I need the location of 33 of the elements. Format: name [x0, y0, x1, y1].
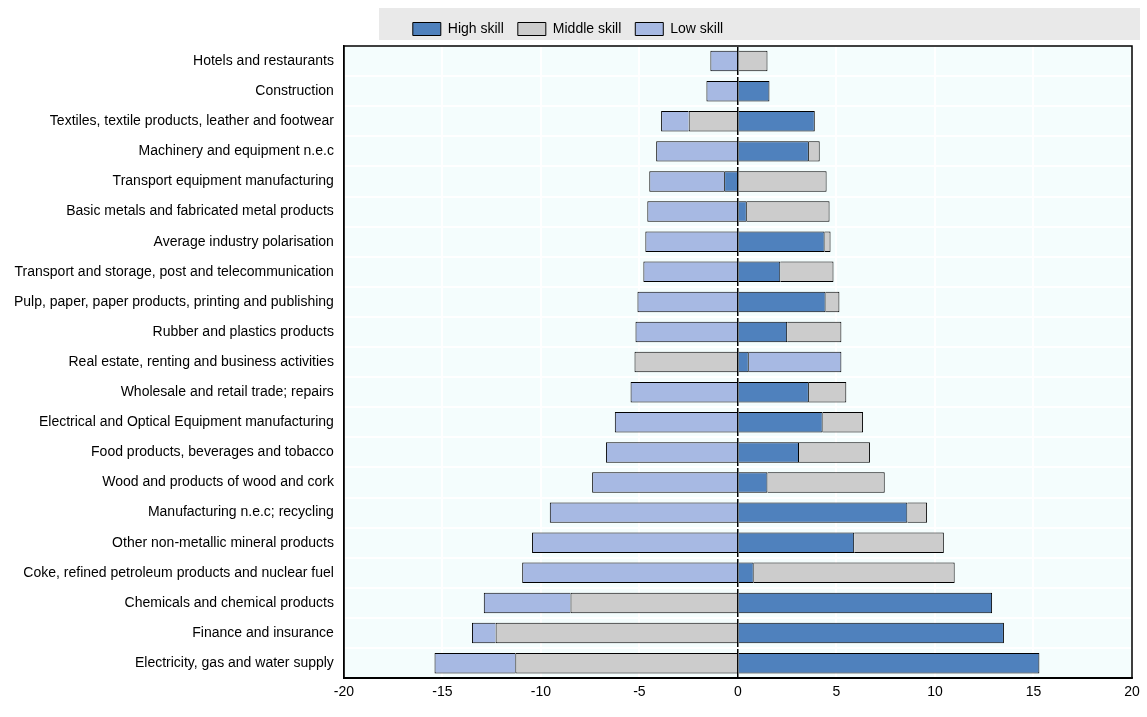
x-tick-label: -15 [432, 683, 453, 700]
y-tick-label: Transport and storage, post and telecommunication [14, 262, 334, 279]
y-tick-label: Real estate, renting and business activities [68, 352, 334, 369]
y-tick-label: Manufacturing n.e.c; recycling [147, 503, 334, 520]
y-tick-label: Coke, refined petroleum products and nuclear fuel [23, 563, 334, 580]
y-tick-label: Construction [255, 82, 334, 99]
y-tick-label: Transport equipment manufacturing [112, 172, 334, 189]
x-tick-label: 20 [1124, 683, 1140, 700]
x-tick-label: 10 [927, 683, 943, 700]
y-tick-label: Pulp, paper, paper products, printing and publishing [14, 292, 334, 309]
y-tick-label: Wood and products of wood and cork [102, 473, 335, 490]
y-tick-label: Chemicals and chemical products [124, 593, 334, 610]
y-tick-label: Machinery and equipment n.e.c [138, 142, 334, 159]
x-tick-label: -20 [333, 683, 355, 700]
legend-label: Middle skill [552, 19, 622, 36]
y-tick-label: Finance and insurance [192, 623, 335, 640]
x-tick-label: 15 [1025, 683, 1042, 700]
x-tick-label: 5 [832, 683, 841, 700]
y-tick-label: Basic metals and fabricated metal products [66, 202, 334, 219]
y-tick-label: Average industry polarisation [153, 232, 334, 249]
y-tick-label: Electrical and Optical Equipment manufacturing [38, 413, 334, 430]
x-tick-label: -5 [633, 683, 646, 700]
y-tick-label: Wholesale and retail trade; repairs [120, 383, 334, 400]
legend-label: High skill [447, 19, 504, 36]
legend-label: Low skill [670, 19, 724, 36]
y-tick-label: Other non-metallic mineral products [112, 533, 334, 550]
y-tick-label: Electricity, gas and water supply [134, 654, 334, 671]
y-tick-label: Rubber and plastics products [152, 322, 334, 339]
y-tick-label: Food products, beverages and tobacco [91, 443, 335, 460]
x-tick-label: 0 [734, 683, 743, 700]
x-tick-label: -10 [530, 683, 552, 700]
y-tick-label: Textiles, textile products, leather and footwear [49, 112, 335, 129]
y-tick-label: Hotels and restaurants [193, 51, 334, 68]
